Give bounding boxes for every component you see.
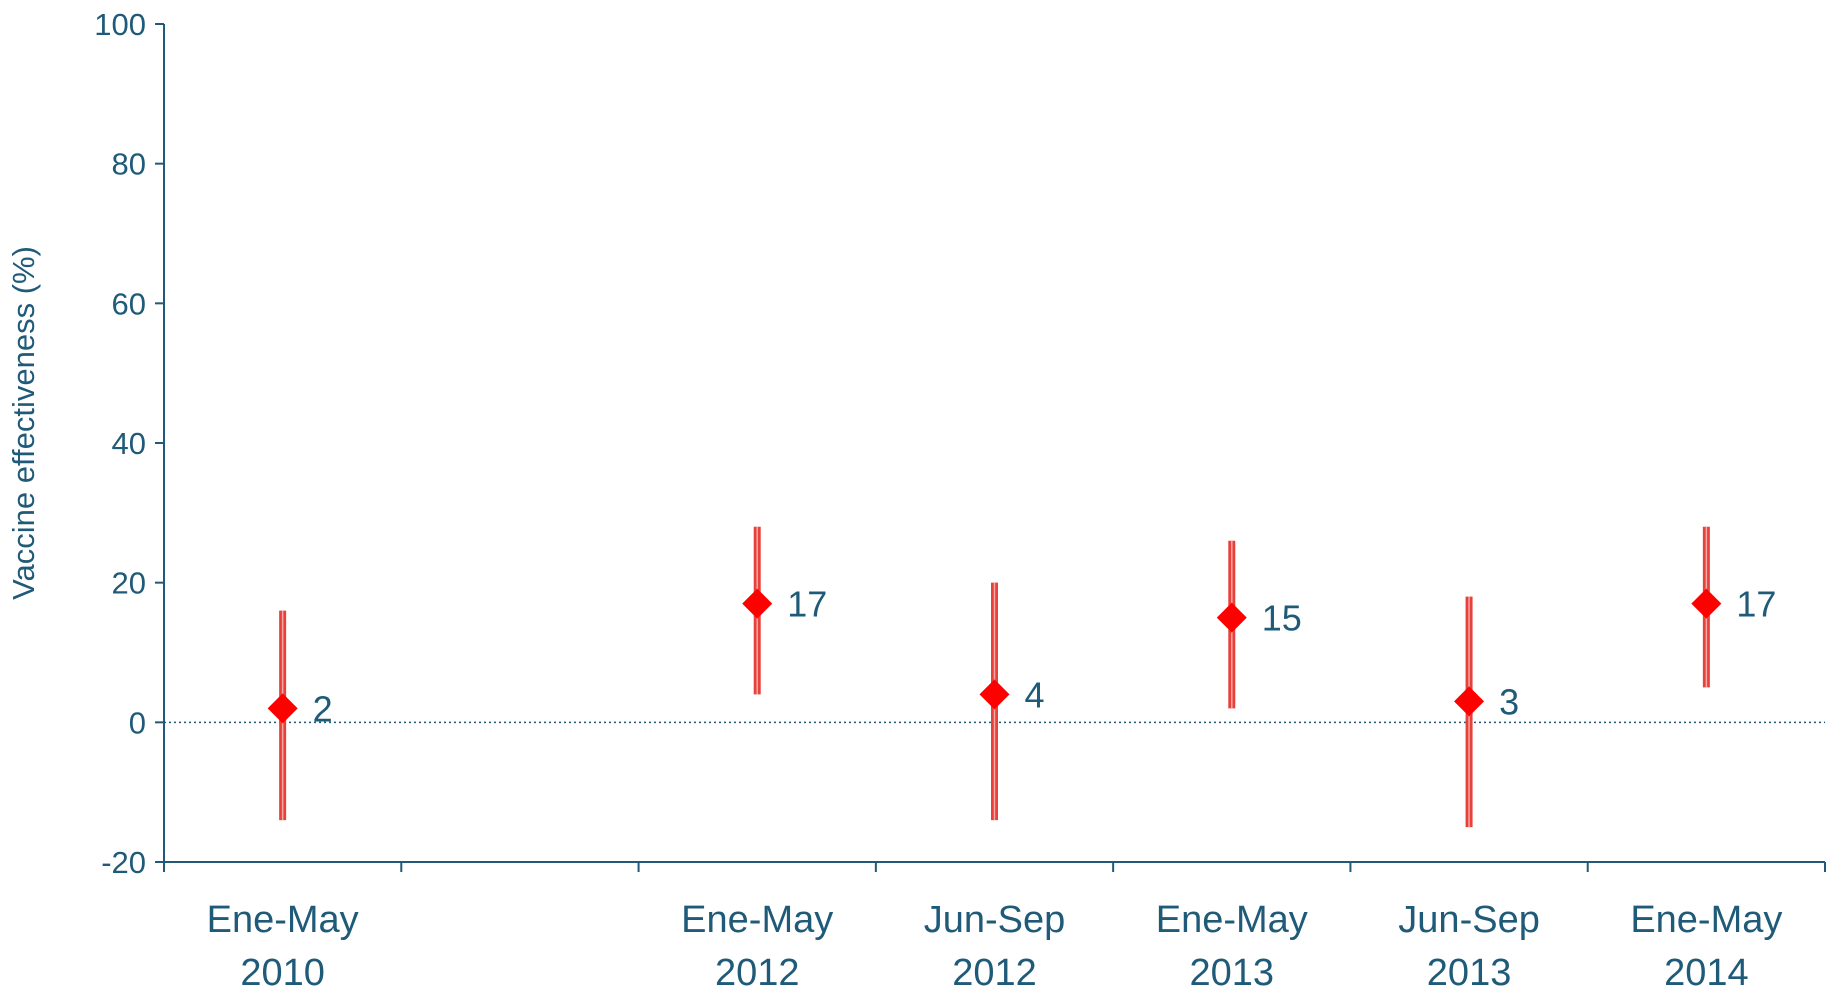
x-category-label: 2014	[1664, 952, 1749, 994]
data-label: 17	[787, 584, 827, 625]
data-point-marker	[1691, 588, 1722, 619]
data-point-marker	[1454, 686, 1485, 717]
data-point-marker	[1216, 602, 1247, 633]
y-tick-label: 0	[129, 705, 146, 740]
data-point-marker	[979, 679, 1010, 710]
x-category-label: 2010	[240, 952, 325, 994]
x-category-label: Jun-Sep	[1398, 899, 1540, 941]
data-label: 2	[313, 688, 333, 729]
x-category-label: Ene-May	[1630, 899, 1782, 941]
y-axis-title: Vaccine effectiveness (%)	[6, 246, 41, 600]
data-label: 4	[1025, 674, 1045, 715]
x-category-label: Jun-Sep	[924, 899, 1066, 941]
y-tick-label: 40	[112, 426, 146, 461]
data-label: 17	[1736, 584, 1776, 625]
x-category-label: 2013	[1190, 952, 1275, 994]
y-tick-label: 60	[112, 286, 146, 321]
data-label: 15	[1262, 598, 1302, 639]
y-tick-label: 100	[94, 7, 146, 42]
axes-group: -20 0 20 40 60 80 100 Ene-May 2010 Ene-May 2012 Jun…	[94, 7, 1826, 994]
x-category-label: 2012	[715, 952, 800, 994]
x-category-label: Ene-May	[681, 899, 833, 941]
x-category-label: Ene-May	[207, 899, 359, 941]
y-tick-label: 80	[112, 147, 146, 182]
error-bars-group	[279, 526, 1710, 828]
data-labels-group: 2 17 4 15 3 17	[313, 584, 1777, 730]
data-point-marker	[267, 693, 298, 724]
y-tick-label: 20	[112, 566, 146, 601]
y-tick-label: -20	[101, 845, 146, 880]
data-label: 3	[1499, 681, 1519, 722]
data-point-marker	[742, 588, 773, 619]
x-category-label: 2013	[1427, 952, 1512, 994]
points-group	[267, 588, 1722, 724]
x-category-label: Ene-May	[1156, 899, 1308, 941]
x-category-label: 2012	[952, 952, 1037, 994]
